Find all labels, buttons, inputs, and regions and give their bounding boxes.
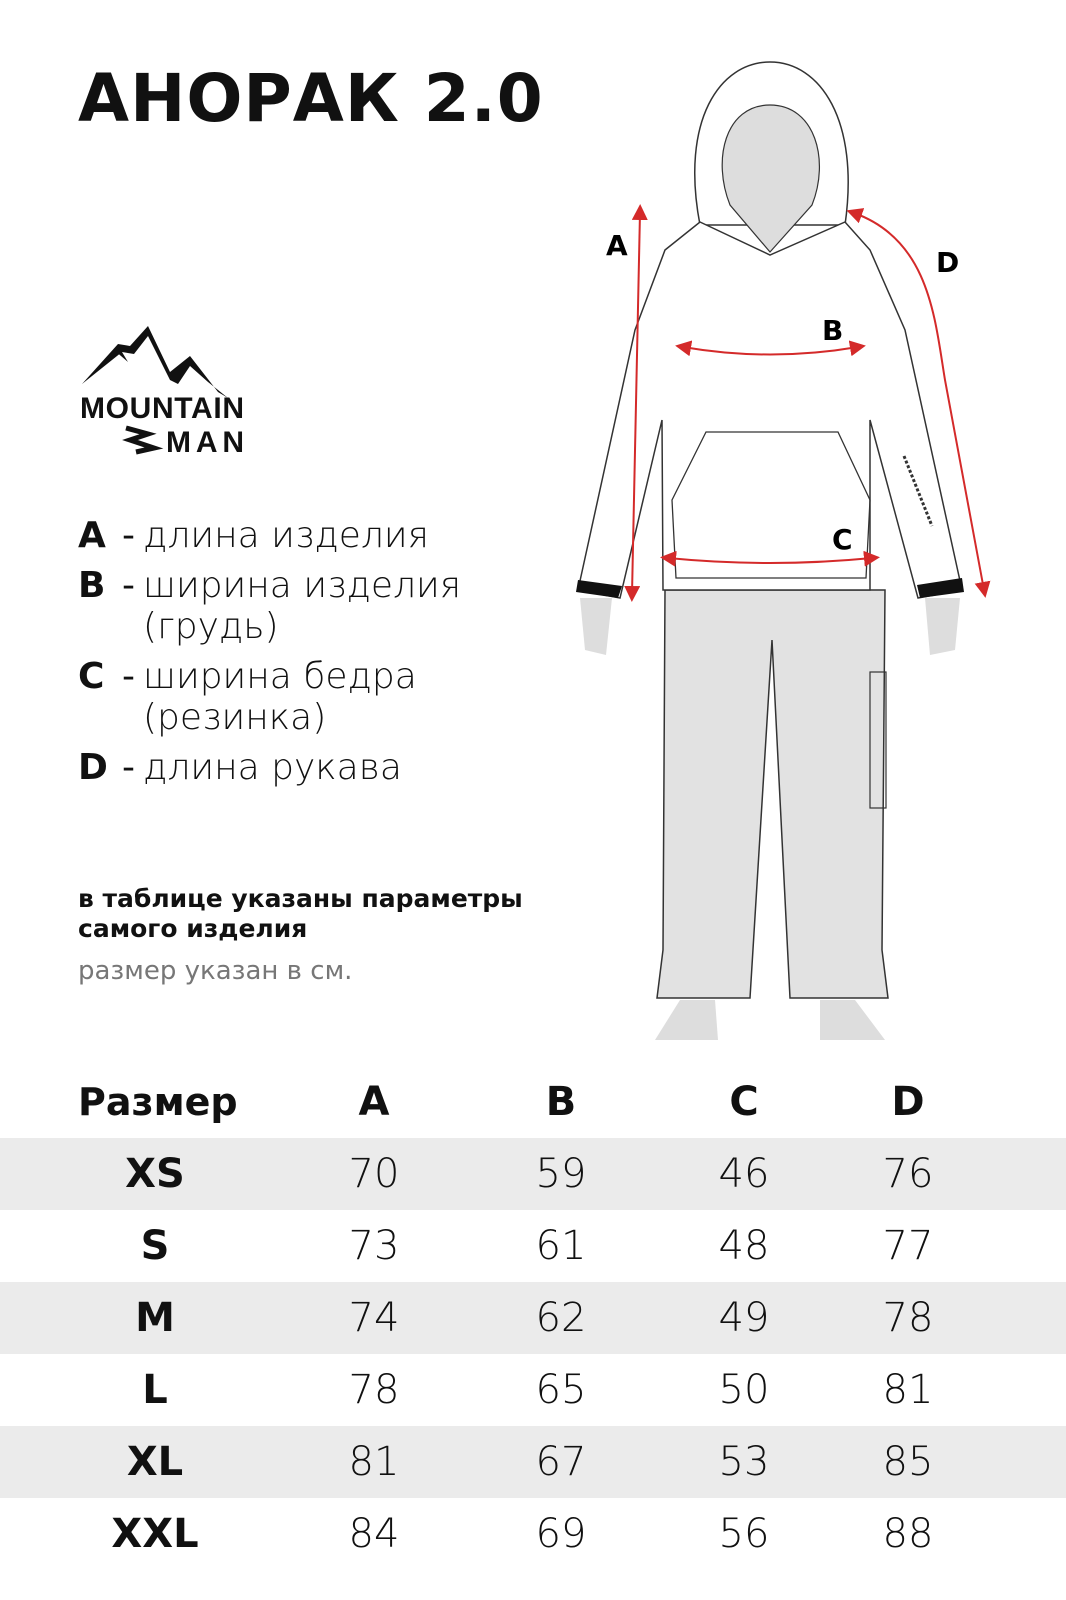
size-table: Размер A B C D XS 70 59 46 76 S 73 61 48 77 M 74 62 4… (0, 1066, 1066, 1570)
value-cell: 61 (535, 1223, 587, 1269)
table-row: XL 81 67 53 85 (0, 1426, 1066, 1498)
value-cell: 46 (718, 1151, 770, 1197)
value-cell: 78 (348, 1367, 400, 1413)
legend-item-c: C - ширина бедра (резинка) (78, 656, 473, 738)
mountain-man-logo: MOUNTAIN MAN (80, 326, 244, 459)
value-cell: 67 (535, 1439, 587, 1485)
legend-item-b: B - ширина изделия (грудь) (78, 565, 473, 647)
size-cell: XL (126, 1439, 184, 1485)
value-cell: 81 (348, 1439, 400, 1485)
value-cell: 48 (718, 1223, 770, 1269)
value-cell: 62 (535, 1295, 587, 1341)
label-b: B (822, 314, 843, 347)
legend-desc: ширина изделия (грудь) (143, 565, 462, 647)
size-cell: S (140, 1223, 170, 1269)
value-cell: 50 (718, 1367, 770, 1413)
value-cell: 65 (535, 1367, 587, 1413)
legend-desc: длина изделия (143, 515, 429, 556)
svg-text:MAN: MAN (166, 426, 244, 459)
garment-diagram: A B C D (576, 61, 991, 1040)
table-row: S 73 61 48 77 (0, 1210, 1066, 1282)
table-note: в таблице указаны параметры самого издел… (78, 884, 523, 943)
legend-key: B (78, 565, 106, 606)
label-a: A (606, 229, 628, 262)
value-cell: 53 (718, 1439, 770, 1485)
value-cell: 76 (882, 1151, 934, 1197)
value-cell: 69 (535, 1511, 587, 1557)
legend-item-d: D - длина рукава (78, 747, 402, 788)
header-d: D (891, 1079, 925, 1125)
value-cell: 59 (535, 1151, 587, 1197)
legend-desc: ширина бедра (резинка) (143, 656, 417, 738)
measurement-legend: A - длина изделия B - ширина изделия (грудь)… (78, 515, 473, 797)
value-cell: 88 (882, 1511, 934, 1557)
size-cell: XXL (111, 1511, 199, 1557)
table-header: Размер A B C D (0, 1066, 1066, 1138)
header-c: C (729, 1079, 759, 1125)
legend-key: D (78, 747, 108, 788)
value-cell: 70 (348, 1151, 400, 1197)
value-cell: 78 (882, 1295, 934, 1341)
value-cell: 74 (348, 1295, 400, 1341)
legend-key: A (78, 515, 106, 556)
table-row: XS 70 59 46 76 (0, 1138, 1066, 1210)
legend-key: C (78, 656, 105, 697)
label-c: C (832, 523, 853, 556)
value-cell: 56 (718, 1511, 770, 1557)
value-cell: 81 (882, 1367, 934, 1413)
svg-text:MOUNTAIN: MOUNTAIN (80, 392, 244, 425)
page-title: АНОРАК 2.0 (78, 60, 544, 137)
size-cell: XS (125, 1151, 185, 1197)
value-cell: 84 (348, 1511, 400, 1557)
legend-desc: длина рукава (143, 747, 402, 788)
legend-item-a: A - длина изделия (78, 515, 429, 556)
value-cell: 77 (882, 1223, 934, 1269)
value-cell: 73 (348, 1223, 400, 1269)
header-size: Размер (78, 1080, 238, 1124)
label-d: D (936, 246, 959, 279)
table-row: L 78 65 50 81 (0, 1354, 1066, 1426)
size-cell: M (135, 1295, 175, 1341)
value-cell: 85 (882, 1439, 934, 1485)
header-b: B (545, 1079, 577, 1125)
value-cell: 49 (718, 1295, 770, 1341)
header-a: A (358, 1079, 390, 1125)
table-row: XXL 84 69 56 88 (0, 1498, 1066, 1570)
size-cell: L (142, 1367, 168, 1413)
table-row: M 74 62 49 78 (0, 1282, 1066, 1354)
unit-note: размер указан в см. (78, 956, 353, 986)
